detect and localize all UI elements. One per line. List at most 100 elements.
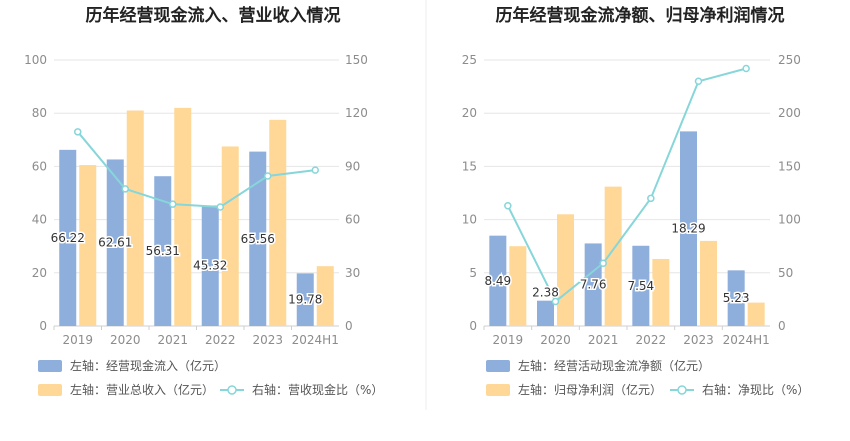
- bar-net-profit: [557, 214, 574, 326]
- left-axis-tick-label: 25: [462, 53, 477, 67]
- data-label: 19.78: [288, 293, 322, 307]
- ratio-point: [169, 200, 177, 208]
- bar-revenue: [79, 165, 97, 326]
- legend-label: 左轴：经营活动现金流净额（亿元）: [518, 358, 710, 373]
- data-label: 2.38: [532, 286, 559, 300]
- bar-net-cashflow: [727, 270, 745, 326]
- right-axis-tick-label: 0: [778, 319, 786, 333]
- bar-cash-inflow: [296, 273, 314, 326]
- right-axis-tick-label: 100: [778, 213, 801, 227]
- legend-label: 右轴：净现比（%）: [702, 382, 809, 397]
- left-axis-tick-label: 20: [32, 266, 47, 280]
- left-axis-tick-label: 40: [32, 213, 47, 227]
- right-axis-tick-label: 60: [345, 213, 360, 227]
- right-axis-tick-label: 150: [345, 53, 368, 67]
- data-label: 8.49: [484, 274, 511, 288]
- ratio-point: [264, 172, 272, 180]
- bar-cash-inflow: [106, 159, 124, 326]
- legend-swatch-bar: [38, 360, 62, 372]
- bar-net-profit: [604, 186, 622, 326]
- right-axis-tick-label: 90: [345, 159, 360, 173]
- legend-label: 左轴：归母净利润（亿元）: [518, 382, 662, 397]
- ratio-point: [121, 185, 129, 193]
- legend-label: 右轴：营收现金比（%）: [252, 382, 383, 397]
- ratio-point: [694, 77, 703, 86]
- net-cashflow-profit-chart: 历年经营现金流净额、归母净利润情况 0 0 5 50 10 100 15 150 20 200 25…: [462, 5, 810, 397]
- bar-revenue: [221, 146, 239, 326]
- ratio-line: [506, 67, 747, 304]
- x-axis-tick-label: 2023: [683, 333, 714, 347]
- data-label: 65.56: [241, 232, 275, 246]
- left-axis-tick-label: 60: [32, 159, 47, 173]
- legend: 左轴：经营活动现金流净额（亿元） 左轴：归母净利润（亿元） 右轴：净现比（%）: [486, 358, 809, 397]
- ratio-point: [74, 128, 82, 136]
- x-axis-tick-label: 2019: [493, 333, 524, 347]
- data-label: 62.61: [98, 236, 132, 250]
- bar-revenue: [316, 266, 334, 326]
- right-axis-tick-label: 200: [778, 106, 801, 120]
- data-label: 7.54: [627, 279, 654, 293]
- bar-net-profit: [747, 302, 765, 326]
- left-axis-tick-label: 10: [462, 213, 477, 227]
- data-label: 45.32: [193, 259, 227, 273]
- left-axis-tick-label: 5: [469, 266, 477, 280]
- ratio-point: [647, 194, 655, 203]
- data-label: 5.23: [723, 291, 750, 305]
- bar-net-cashflow: [632, 245, 650, 326]
- right-axis-tick-label: 50: [778, 266, 793, 280]
- bar-net-cashflow: [680, 131, 697, 326]
- ratio-point: [551, 297, 560, 306]
- bar-revenue: [269, 119, 287, 326]
- legend-swatch-bar: [38, 384, 62, 396]
- legend-swatch-bar: [486, 360, 510, 372]
- ratio-point: [216, 203, 224, 211]
- legend-swatch-marker: [227, 385, 237, 395]
- x-axis-tick-label: 2019: [62, 333, 93, 347]
- x-axis-tick-label: 2023: [252, 333, 283, 347]
- left-axis-tick-label: 100: [24, 53, 47, 67]
- right-axis-tick-label: 150: [778, 159, 801, 173]
- bar-net-cashflow: [584, 243, 602, 326]
- data-label: 7.76: [580, 278, 607, 292]
- x-axis-tick-label: 2022: [636, 333, 667, 347]
- bar-revenue: [126, 110, 144, 326]
- left-axis-tick-label: 0: [469, 319, 477, 333]
- right-axis-tick-label: 0: [345, 319, 353, 333]
- left-axis-tick-label: 80: [32, 106, 47, 120]
- left-axis-tick-label: 0: [39, 319, 47, 333]
- cash-inflow-revenue-chart: 历年经营现金流入、营业收入情况 0 0 20 30 40 60 60 90 80 120 100 15…: [24, 5, 383, 397]
- data-label: 66.22: [51, 231, 85, 245]
- bar-cash-inflow: [201, 205, 219, 326]
- ratio-point: [504, 202, 512, 210]
- legend-swatch-bar: [486, 384, 510, 396]
- chart-title: 历年经营现金流入、营业收入情况: [86, 5, 341, 26]
- right-axis-tick-label: 30: [345, 266, 360, 280]
- x-axis-tick-label: 2024H1: [292, 333, 339, 347]
- x-axis-tick-label: 2021: [588, 333, 619, 347]
- bar-net-profit: [509, 246, 527, 326]
- bar-revenue: [174, 107, 192, 326]
- ratio-point: [742, 64, 750, 73]
- right-axis-tick-label: 250: [778, 53, 801, 67]
- bar-net-profit: [700, 240, 717, 326]
- x-axis-tick-label: 2020: [110, 333, 141, 347]
- left-axis-tick-label: 20: [462, 106, 477, 120]
- right-axis-tick-label: 120: [345, 106, 368, 120]
- ratio-point: [599, 259, 607, 267]
- bar-cash-inflow: [249, 151, 267, 326]
- x-axis-tick-label: 2024H1: [723, 333, 770, 347]
- legend-swatch-marker: [677, 385, 687, 395]
- legend-label: 左轴：经营现金流入（亿元）: [70, 358, 226, 373]
- left-axis-tick-label: 15: [462, 159, 477, 173]
- x-axis-tick-label: 2022: [205, 333, 236, 347]
- data-label: 18.29: [671, 222, 705, 236]
- data-label: 56.31: [146, 244, 180, 258]
- bar-cash-inflow: [154, 176, 172, 326]
- ratio-point: [311, 166, 319, 174]
- bar-net-profit: [652, 258, 670, 326]
- ratio-line: [76, 131, 316, 209]
- bar-net-cashflow: [537, 300, 554, 326]
- chart-title: 历年经营现金流净额、归母净利润情况: [496, 5, 785, 26]
